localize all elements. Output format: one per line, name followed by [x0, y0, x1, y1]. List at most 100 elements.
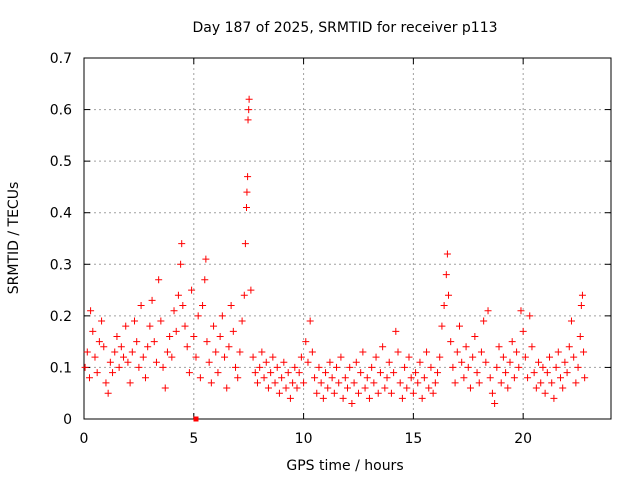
- data-point: [482, 358, 490, 366]
- data-point: [124, 358, 132, 366]
- data-point: [111, 348, 119, 356]
- data-point: [201, 276, 209, 284]
- data-point: [341, 374, 349, 382]
- data-point: [379, 343, 387, 351]
- data-point: [271, 379, 279, 387]
- data-point: [535, 358, 543, 366]
- data-point: [205, 358, 213, 366]
- data-point: [286, 394, 294, 402]
- plot-frame: [83, 57, 612, 420]
- data-point: [85, 374, 93, 382]
- data-point: [403, 384, 411, 392]
- y-tick-label: 0: [63, 412, 72, 428]
- x-axis-label: GPS time / hours: [286, 458, 403, 474]
- data-point: [168, 353, 176, 361]
- data-point: [300, 379, 308, 387]
- data-point: [330, 389, 338, 397]
- y-tick-label: 0.2: [50, 309, 72, 325]
- data-point: [357, 369, 365, 377]
- data-point: [423, 348, 431, 356]
- data-point: [223, 384, 231, 392]
- data-point: [319, 394, 327, 402]
- data-point: [227, 302, 235, 310]
- data-point: [203, 338, 211, 346]
- data-point: [159, 363, 167, 371]
- data-point: [289, 379, 297, 387]
- data-point: [152, 358, 160, 366]
- data-point: [317, 379, 325, 387]
- data-point: [131, 317, 139, 325]
- data-point: [302, 338, 310, 346]
- data-point: [577, 302, 585, 310]
- data-point: [207, 379, 215, 387]
- data-point: [308, 348, 316, 356]
- data-point: [251, 369, 259, 377]
- data-point: [370, 379, 378, 387]
- data-point: [91, 353, 99, 361]
- data-point: [146, 322, 154, 330]
- data-point: [392, 327, 400, 335]
- chart-title: Day 187 of 2025, SRMTID for receiver p11…: [192, 20, 497, 36]
- data-point: [365, 394, 373, 402]
- data-point: [526, 312, 534, 320]
- data-point: [552, 363, 560, 371]
- data-point: [249, 353, 257, 361]
- data-point: [565, 343, 573, 351]
- data-point: [541, 389, 549, 397]
- data-point: [155, 276, 163, 284]
- y-tick-label: 0.7: [50, 51, 72, 67]
- data-points: [81, 95, 589, 422]
- y-axis-label: SRMTID / TECUs: [6, 182, 22, 295]
- data-point: [442, 271, 450, 279]
- data-point: [212, 348, 220, 356]
- data-point: [488, 389, 496, 397]
- data-point: [469, 353, 477, 361]
- data-point: [115, 363, 123, 371]
- data-point: [122, 322, 130, 330]
- data-point: [328, 374, 336, 382]
- data-point: [574, 363, 582, 371]
- data-point: [390, 369, 398, 377]
- data-point: [363, 374, 371, 382]
- data-point: [581, 374, 589, 382]
- data-point: [244, 116, 252, 124]
- data-point: [267, 369, 275, 377]
- data-point: [436, 353, 444, 361]
- data-point: [495, 343, 503, 351]
- data-point: [181, 322, 189, 330]
- data-point: [117, 343, 125, 351]
- data-point: [137, 302, 145, 310]
- data-point: [376, 369, 384, 377]
- axis-ticks: 0 0.1 0.2 0.3 0.4 0.5 0.6 0.7 0 5 10 15 20: [50, 51, 611, 447]
- data-point: [510, 374, 518, 382]
- y-tick-label: 0.5: [50, 154, 72, 170]
- x-tick-label: 15: [404, 431, 422, 447]
- data-point: [253, 379, 261, 387]
- data-point: [405, 353, 413, 361]
- data-point: [174, 291, 182, 299]
- data-point: [102, 379, 110, 387]
- data-point: [258, 348, 266, 356]
- data-point: [264, 384, 272, 392]
- data-point: [95, 338, 103, 346]
- data-point: [427, 363, 435, 371]
- data-point: [543, 369, 551, 377]
- data-point: [337, 353, 345, 361]
- data-point: [150, 338, 158, 346]
- data-point: [440, 302, 448, 310]
- data-point: [385, 358, 393, 366]
- data-point: [431, 379, 439, 387]
- data-point: [425, 384, 433, 392]
- data-point: [210, 322, 218, 330]
- data-point: [409, 389, 417, 397]
- data-point: [242, 204, 250, 212]
- data-point: [188, 286, 196, 294]
- data-point: [528, 343, 536, 351]
- data-point: [278, 374, 286, 382]
- data-point: [311, 374, 319, 382]
- data-point: [412, 369, 420, 377]
- data-point: [280, 358, 288, 366]
- special-marker: [193, 416, 199, 422]
- data-point: [506, 358, 514, 366]
- data-point: [100, 343, 108, 351]
